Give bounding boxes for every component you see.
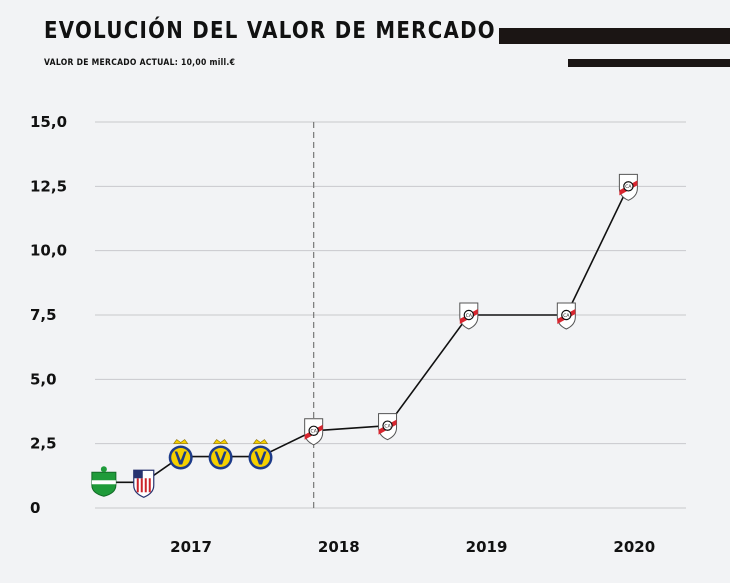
club-crest-marker-river: CA — [556, 302, 576, 330]
chart-subtitle: VALOR DE MERCADO ACTUAL: 10,00 mill.€ — [44, 58, 236, 68]
club-crest-marker-river: CA — [459, 302, 479, 330]
y-tick-label: 0 — [30, 499, 40, 517]
club-crest-marker-villarreal — [168, 439, 193, 470]
club-crest-marker-river: CA — [378, 413, 398, 441]
svg-text:CA: CA — [384, 423, 391, 429]
value-series-line — [103, 185, 630, 484]
y-tick-label: 15,0 — [30, 113, 67, 131]
y-axis-ticks: 0 2,5 5,0 7,5 10,0 12,5 15,0 — [30, 113, 67, 517]
y-tick-label: 12,5 — [30, 177, 67, 195]
club-crest-marker-villarreal — [208, 439, 233, 470]
x-tick-label: 2017 — [170, 538, 212, 556]
grid-lines — [95, 121, 686, 509]
x-tick-label: 2018 — [318, 538, 360, 556]
y-tick-label: 10,0 — [30, 242, 67, 260]
y-tick-label: 2,5 — [30, 435, 57, 453]
svg-text:CA: CA — [311, 429, 318, 435]
decorative-bar-bottom — [568, 59, 730, 67]
club-markers: CA CA CA CA CA — [91, 173, 638, 498]
y-tick-label: 5,0 — [30, 370, 57, 388]
x-tick-label: 2020 — [613, 538, 655, 556]
svg-text:CA: CA — [563, 313, 570, 319]
x-axis-ticks: 2017 2018 2019 2020 — [170, 538, 655, 556]
decorative-bar-top — [499, 28, 730, 44]
club-crest-marker-atletico — [133, 469, 155, 498]
svg-text:CA: CA — [466, 313, 473, 319]
club-crest-marker-cali — [91, 466, 117, 497]
chart-title: EVOLUCIÓN DEL VALOR DE MERCADO — [44, 18, 496, 44]
x-tick-label: 2019 — [466, 538, 508, 556]
club-crest-marker-villarreal — [248, 439, 273, 470]
y-tick-label: 7,5 — [30, 306, 57, 324]
value-line — [103, 185, 630, 484]
svg-text:CA: CA — [625, 184, 632, 190]
club-crest-marker-river: CA — [618, 173, 638, 201]
club-crest-marker-river: CA — [304, 418, 324, 446]
